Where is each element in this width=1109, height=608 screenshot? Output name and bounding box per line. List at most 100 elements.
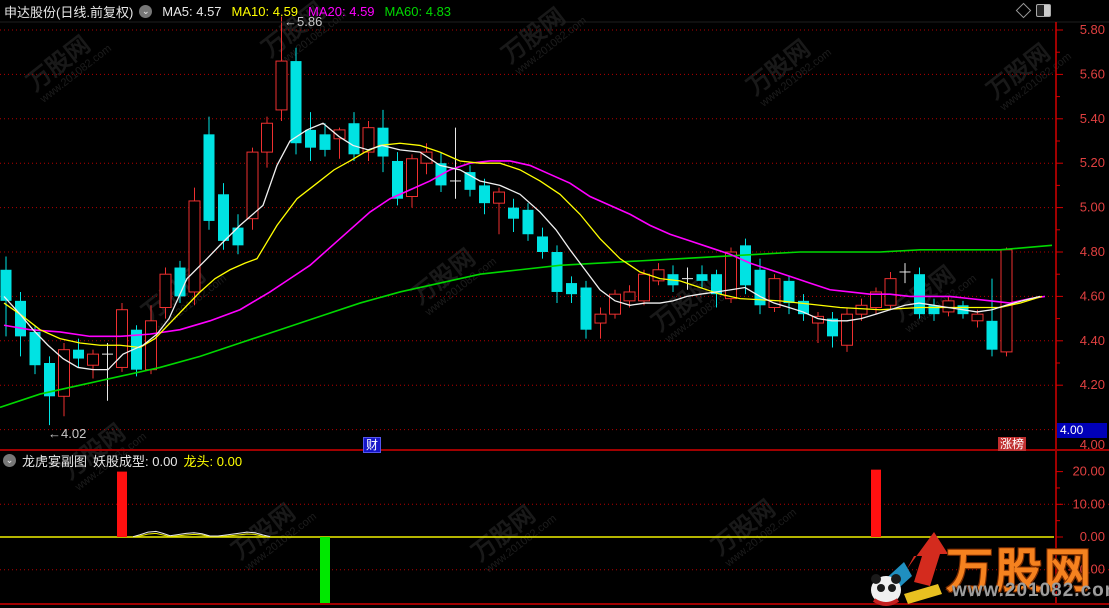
panda-scarf <box>872 598 900 606</box>
candle-up <box>855 304 868 315</box>
candle-down <box>551 252 563 292</box>
candle-up <box>609 293 621 315</box>
cai-news-tag[interactable]: 财 <box>363 437 382 453</box>
candle-down <box>711 274 722 295</box>
ma20-line <box>3 160 1046 338</box>
candle-up <box>261 122 273 153</box>
ma5-line <box>3 122 1041 371</box>
price-axis-label: 5.00 <box>1080 200 1105 215</box>
sub-axis-label: 10.00 <box>1072 496 1105 511</box>
price-axis-label: 4.40 <box>1080 333 1105 348</box>
candle-down <box>377 127 389 157</box>
candle-up <box>246 151 259 220</box>
candle-up <box>884 278 897 306</box>
candle-up <box>971 313 984 322</box>
candle-down <box>392 160 403 199</box>
panda-ear <box>871 574 881 584</box>
price-axis-label: 4.80 <box>1080 244 1105 259</box>
candle-up <box>623 291 636 302</box>
candle-up <box>420 151 433 164</box>
collapse-main-panel-icon[interactable]: ⌄ <box>139 4 153 18</box>
candle-up <box>116 309 128 368</box>
candle-up <box>145 320 157 371</box>
sub-indicator-line <box>132 530 271 538</box>
candle-up <box>841 313 853 346</box>
candle-up <box>594 313 607 324</box>
candle-down <box>740 245 751 286</box>
price-axis-label: 4.20 <box>1080 377 1105 392</box>
candle-down <box>914 274 925 315</box>
wangguwang-logo: 万股网 www.201082.com <box>852 524 1109 608</box>
price-axis-label: 5.20 <box>1080 155 1105 170</box>
candle-down <box>479 185 490 204</box>
panda-eye <box>877 584 885 592</box>
price-axis-label-bottom: 4.00 <box>1080 437 1105 452</box>
candle-down <box>827 318 838 337</box>
candle-down <box>203 134 215 221</box>
yellow-arrow-icon <box>904 584 942 604</box>
candle-down <box>986 320 998 350</box>
candle-down <box>537 236 548 252</box>
main-chart-header: 申达股份(日线.前复权) ⌄ MA5: 4.57 MA10: 4.59 MA20… <box>4 3 451 20</box>
window-tools <box>1015 2 1051 19</box>
candle-down <box>73 349 84 359</box>
sub-axis-label: 0.00 <box>1080 529 1105 544</box>
logo-url-text: www.201082.com <box>952 580 1109 601</box>
diamond-icon[interactable] <box>1015 2 1032 19</box>
candle-down <box>218 194 229 241</box>
ma5-value: MA5: 4.57 <box>162 3 222 19</box>
zhangbang-rank-tag[interactable]: 涨榜 <box>998 437 1027 451</box>
candle-down <box>696 274 708 281</box>
candle-up <box>870 291 882 308</box>
candle-up <box>406 158 418 197</box>
candle-down <box>783 280 795 304</box>
clip-mask <box>1057 450 1109 455</box>
price-axis-label: 5.80 <box>1080 22 1105 37</box>
candle-up <box>638 273 650 302</box>
candle-up <box>725 251 737 300</box>
candle-up <box>159 273 172 309</box>
candle-up <box>87 353 99 366</box>
candle-down <box>44 363 55 397</box>
sub-axis-label: 20.00 <box>1072 464 1105 479</box>
logo-brand-text: 万股网 <box>946 544 1093 597</box>
candle-down <box>0 269 12 301</box>
sub-indicator-line <box>132 532 271 538</box>
sub-chart-header: ⌄ 龙虎宴副图 妖股成型: 0.00 龙头: 0.00 <box>3 452 243 469</box>
candle-down <box>566 283 577 295</box>
sub-field-longtou: 龙头: 0.00 <box>183 453 243 469</box>
candle-down <box>131 329 142 370</box>
candle-up <box>188 200 201 293</box>
collapse-sub-panel-icon[interactable]: ⌄ <box>3 453 16 467</box>
current-price-box: 4.00 <box>1057 423 1107 438</box>
candle-down <box>464 172 476 190</box>
sub-bar <box>871 469 881 537</box>
price-axis-label: 4.60 <box>1080 288 1105 303</box>
candle-up <box>1000 249 1013 353</box>
sub-bar <box>117 471 127 537</box>
price-axis-label: 5.60 <box>1080 66 1105 81</box>
panda-ear <box>891 574 901 584</box>
red-arrow-icon <box>907 532 948 586</box>
candle-down <box>754 269 766 306</box>
ma10-value: MA10: 4.59 <box>231 3 299 19</box>
candle-down <box>305 129 316 148</box>
panel-layout-icon[interactable] <box>1036 4 1051 17</box>
candle-up <box>333 129 346 140</box>
panda-eye <box>888 584 896 592</box>
ma-legend: MA5: 4.57 MA10: 4.59 MA20: 4.59 MA60: 4.… <box>162 4 451 19</box>
candle-up <box>58 349 70 397</box>
logo-mascot-graphic <box>871 532 948 606</box>
candle-up <box>362 127 375 153</box>
candle-down <box>928 305 940 315</box>
candle-down <box>522 209 534 235</box>
candle-up <box>652 269 665 282</box>
price-axis-label: 5.40 <box>1080 111 1105 126</box>
candle-down <box>580 287 592 330</box>
